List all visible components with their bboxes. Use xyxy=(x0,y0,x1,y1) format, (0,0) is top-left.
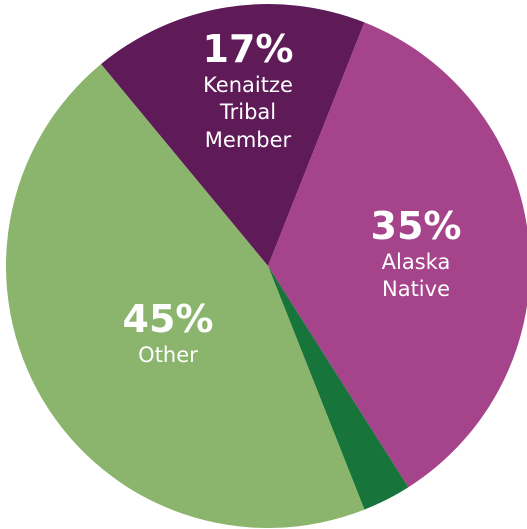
category-label: Other xyxy=(138,343,198,367)
slice-label: 35% Alaska Native xyxy=(361,207,471,304)
category-label: Kenaitze Tribal Member xyxy=(203,73,293,152)
slice xyxy=(100,4,365,267)
percent-label: 17% xyxy=(202,27,294,71)
slice xyxy=(6,64,365,528)
percent-label: 35% xyxy=(370,204,462,248)
category-label: Alaska Native xyxy=(381,250,451,302)
slice xyxy=(268,266,409,510)
percent-label: 45% xyxy=(122,297,214,341)
slice xyxy=(268,22,527,488)
slice-label: 45% Other xyxy=(113,300,223,369)
slice-label: 17% Kenaitze Tribal Member xyxy=(183,30,313,154)
